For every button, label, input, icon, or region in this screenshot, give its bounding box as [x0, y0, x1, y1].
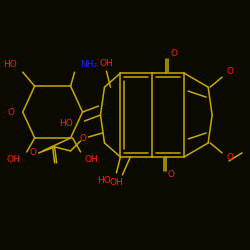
Text: NH₂: NH₂ — [80, 60, 98, 69]
Text: OH: OH — [7, 156, 21, 164]
Text: HO: HO — [59, 118, 72, 128]
Text: O: O — [168, 170, 175, 179]
Text: O: O — [79, 134, 86, 143]
Text: O: O — [226, 154, 233, 162]
Text: HO: HO — [97, 176, 110, 185]
Text: OH: OH — [84, 156, 98, 164]
Text: O: O — [171, 49, 178, 58]
Text: O: O — [8, 108, 15, 116]
Text: OH: OH — [110, 178, 123, 187]
Text: O: O — [29, 148, 36, 158]
Text: OH: OH — [100, 59, 113, 68]
Text: HO: HO — [3, 60, 17, 69]
Text: O: O — [226, 67, 233, 76]
